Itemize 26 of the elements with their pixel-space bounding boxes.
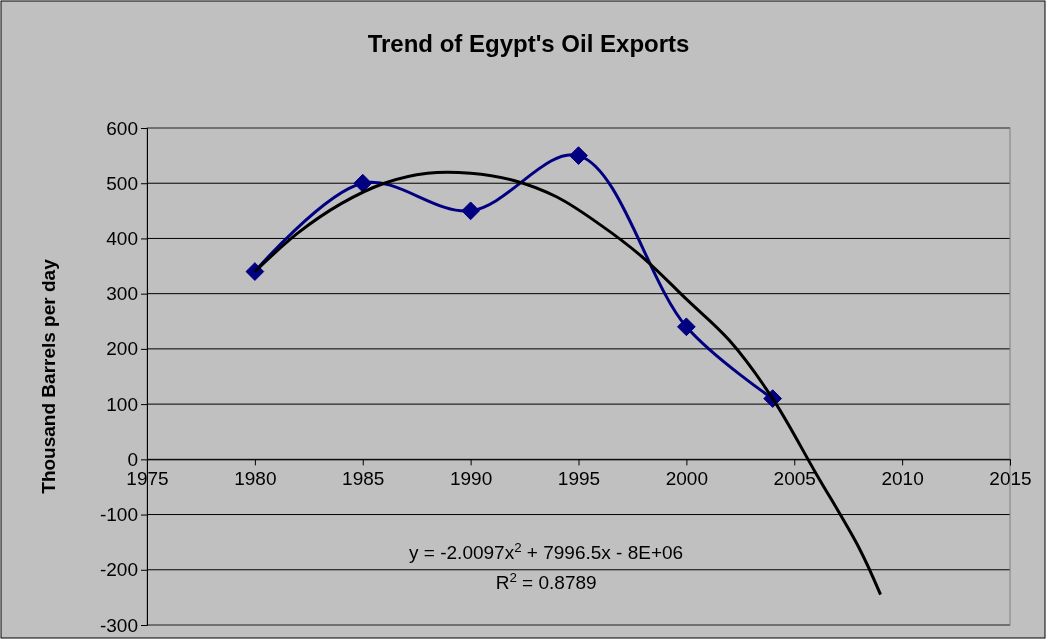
x-tick-label: 1990 [449,468,493,490]
x-tick-label: 1980 [234,468,277,490]
y-tick-label: 100 [106,393,138,415]
x-tick-label: 2005 [773,468,816,490]
y-tick-label: -300 [99,614,138,636]
point [461,201,480,221]
chart-title: Trend of Egypt's Oil Exports [367,30,690,57]
y-tick-label: 400 [106,228,138,250]
y-tick-label: 300 [106,283,138,305]
y-tick-label: 500 [106,172,138,194]
x-tick-label: 2000 [665,468,709,490]
annotation: y = -2.0097x$^{2}$ + 7996.5x - 8E+06 [409,539,684,563]
annotation: R$^{2}$ = 0.8789 [495,569,597,593]
y-tick-label: 0 [127,448,138,470]
y-tick-label: 200 [106,338,138,360]
point [569,146,588,165]
point [353,173,373,193]
y-tick-label: -100 [99,504,138,526]
y-axis-title: Thousand Barrels per day [38,258,59,494]
y-tick-label: -200 [99,559,138,581]
x-tick-label: 2010 [881,468,924,490]
point [677,317,696,337]
y-tick-label: 600 [106,117,138,139]
x-tick-label: 1985 [342,468,385,490]
x-tick-label: 1995 [557,468,601,490]
x-tick-label: 2015 [989,468,1032,490]
